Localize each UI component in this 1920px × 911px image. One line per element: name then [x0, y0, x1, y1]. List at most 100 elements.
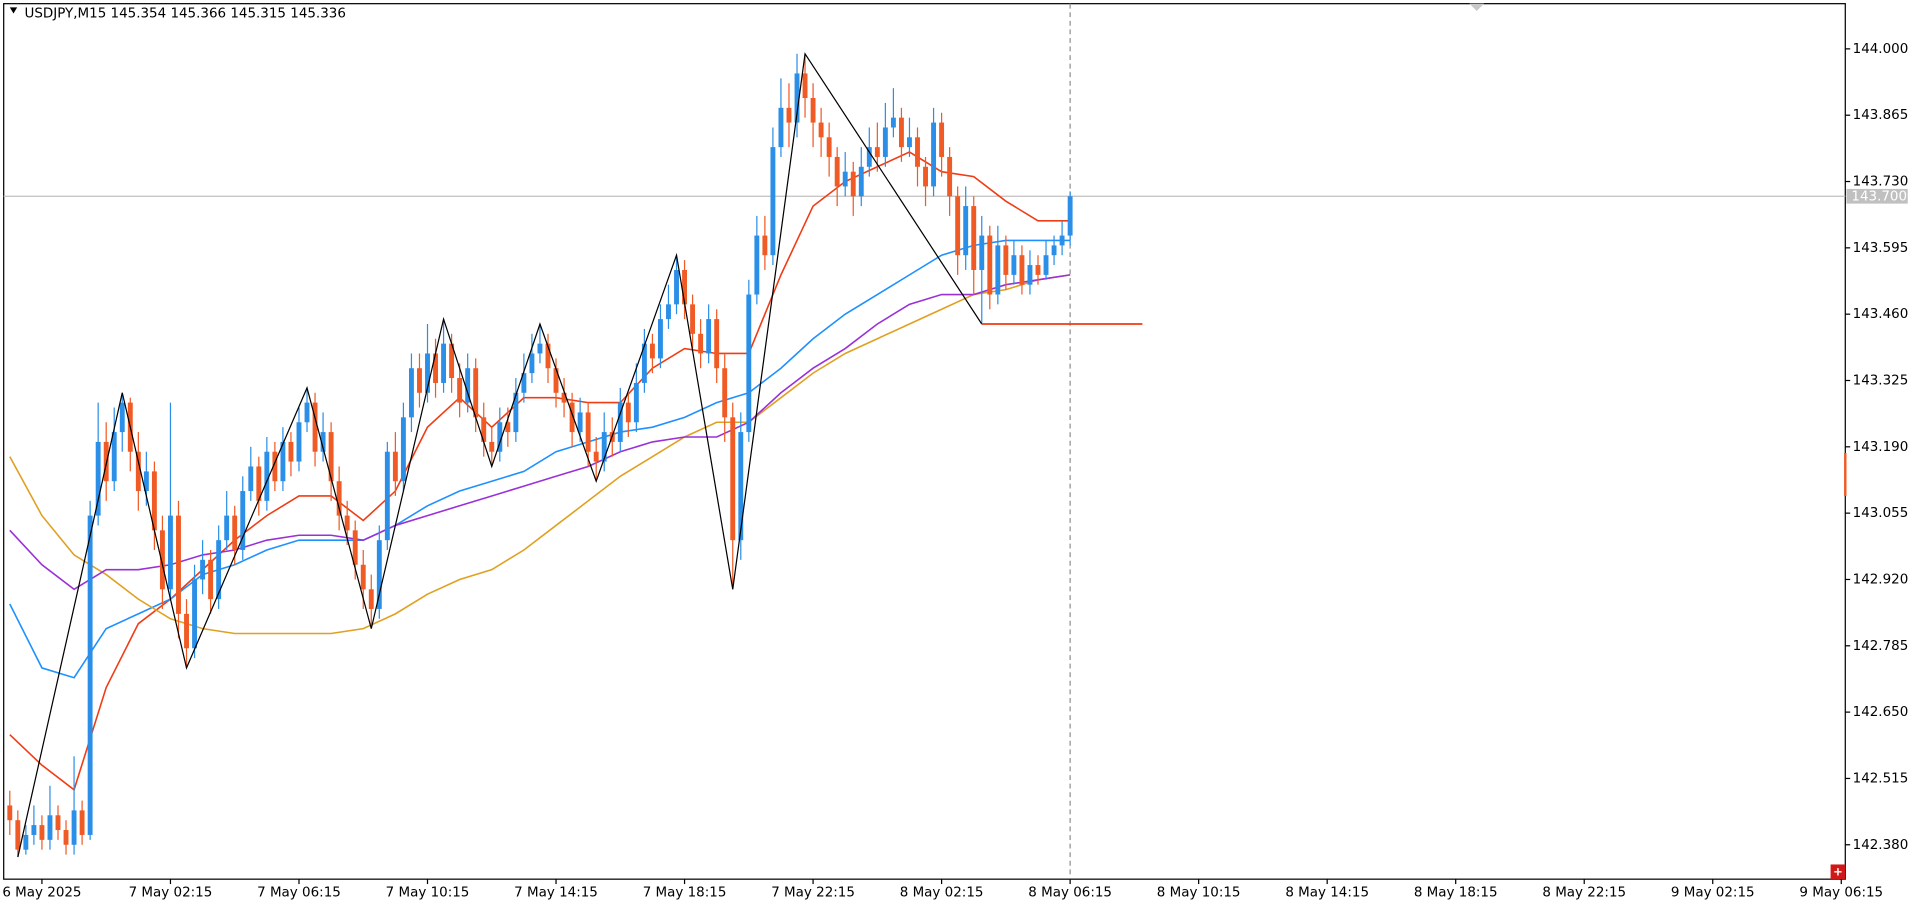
candle-body	[408, 368, 414, 418]
candle-body	[666, 304, 671, 320]
candle-body	[770, 147, 776, 256]
candle-body	[979, 235, 985, 270]
candle-body	[754, 235, 760, 295]
candle-body	[87, 515, 93, 835]
candle-body	[208, 559, 214, 600]
candle-body	[288, 441, 294, 462]
plot-frame	[3, 3, 1846, 880]
candle-body	[119, 402, 125, 433]
candle-body	[135, 451, 141, 492]
candle-body	[794, 73, 800, 123]
candle-body	[71, 810, 77, 845]
candle-body	[505, 422, 511, 433]
candle-body	[449, 343, 455, 379]
x-tick-label: 8 May 14:15	[1285, 886, 1369, 901]
candle-body	[553, 368, 559, 393]
candle-body	[248, 466, 254, 492]
x-tick-label: 7 May 10:15	[386, 886, 470, 901]
candle-body	[216, 540, 222, 600]
candle-body	[834, 156, 840, 187]
candle-body	[224, 515, 230, 541]
x-tick-label: 9 May 02:15	[1671, 886, 1755, 901]
candle-body	[923, 166, 928, 187]
candle-body	[425, 353, 430, 393]
candle-body	[995, 245, 1001, 295]
candle-body	[706, 319, 712, 354]
candle-body	[963, 206, 969, 256]
candle-body	[1003, 245, 1009, 275]
candle-body	[168, 515, 173, 590]
candle-body	[304, 402, 310, 423]
candle-body	[320, 432, 326, 452]
candle-body	[682, 269, 688, 305]
candle-body	[79, 810, 85, 835]
candle-body	[890, 117, 896, 128]
moving-average	[9, 151, 1071, 792]
candle-body	[336, 481, 342, 516]
candle-body	[159, 530, 165, 590]
candle-body	[633, 382, 639, 423]
candle-body	[352, 530, 358, 565]
y-tick-label: 143.865	[1853, 108, 1909, 123]
candle-body	[569, 402, 575, 433]
y-tick-label: 143.325	[1853, 373, 1909, 388]
x-tick-label: 8 May 02:15	[900, 886, 984, 901]
candle-body	[151, 471, 157, 531]
candle-body	[947, 156, 953, 197]
candle-body	[47, 815, 53, 840]
candle-body	[368, 589, 374, 609]
candle-body	[939, 122, 945, 157]
candle-body	[955, 196, 961, 256]
candle-body	[264, 451, 270, 501]
candle-body	[111, 432, 117, 482]
y-tick-label: 143.055	[1853, 506, 1909, 521]
candle-body	[232, 515, 238, 550]
y-tick-label: 143.190	[1853, 440, 1909, 455]
candle-body	[360, 564, 366, 590]
last-price-box	[1846, 188, 1908, 204]
candle-body	[730, 417, 736, 541]
candle-body	[143, 471, 149, 492]
x-tick-label: 8 May 18:15	[1414, 886, 1498, 901]
candle-body	[786, 107, 792, 123]
zigzag	[17, 52, 983, 858]
shift-marker	[1469, 3, 1485, 12]
x-tick-label: 9 May 06:15	[1799, 886, 1883, 901]
candle-body	[1019, 255, 1025, 285]
candle-body	[513, 392, 519, 433]
candle-body	[850, 171, 856, 197]
x-tick-label: 7 May 06:15	[257, 886, 341, 901]
candle-body	[400, 417, 406, 482]
y-tick-label: 143.730	[1853, 175, 1909, 190]
candle-body	[417, 368, 422, 393]
candle-body	[192, 579, 198, 649]
candle-body	[625, 402, 631, 423]
candle-body	[272, 451, 278, 482]
candle-body	[987, 235, 993, 295]
candle-body	[55, 815, 61, 831]
candle-body	[738, 432, 744, 541]
y-tick-label: 142.380	[1853, 838, 1909, 853]
candle-body	[280, 441, 286, 482]
y-tick-label: 144.000	[1853, 42, 1909, 57]
candle-body	[63, 830, 69, 845]
candle-body	[312, 402, 318, 452]
candle-body	[882, 127, 888, 157]
x-tick-label: 8 May 06:15	[1028, 886, 1112, 901]
candle-body	[457, 378, 463, 403]
candle-body	[746, 294, 752, 433]
candle-body	[898, 117, 904, 148]
last-price-label: 143.700	[1851, 189, 1907, 204]
y-tick-label: 142.785	[1853, 639, 1909, 654]
candle-body	[802, 73, 808, 99]
candle-body	[497, 422, 503, 452]
chart-title: USDJPY,M15 145.354 145.366 145.315 145.3…	[25, 6, 346, 21]
candle-body	[1035, 265, 1041, 275]
candle-body	[866, 147, 872, 167]
candle-body	[489, 441, 495, 452]
candle-body	[1011, 255, 1017, 275]
collapse-arrow[interactable]	[9, 7, 18, 14]
candle-body	[1059, 235, 1065, 246]
